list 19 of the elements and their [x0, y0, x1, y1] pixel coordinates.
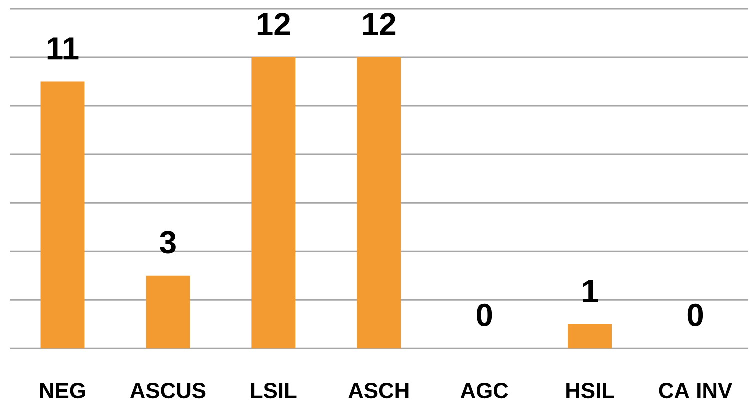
data-label: 0	[688, 304, 704, 327]
x-tick-label: NEG	[40, 383, 86, 399]
data-label: 12	[258, 13, 290, 36]
data-label: 3	[160, 231, 176, 254]
bar	[252, 58, 296, 349]
x-tick-label: HSIL	[566, 383, 614, 399]
data-label: 12	[363, 13, 396, 36]
bar	[40, 82, 85, 349]
x-tick-label: ASCH	[348, 383, 409, 399]
bar	[568, 324, 612, 349]
bar	[357, 58, 402, 349]
x-tick-label: AGC	[460, 383, 508, 399]
x-tick-label: CA INV	[659, 383, 732, 399]
bar	[146, 276, 190, 349]
x-tick-label: LSIL	[251, 383, 297, 399]
data-label: 1	[583, 280, 598, 302]
data-label: 0	[477, 304, 492, 327]
data-label: 11	[48, 38, 79, 60]
x-tick-label: ASCUS	[130, 383, 206, 399]
